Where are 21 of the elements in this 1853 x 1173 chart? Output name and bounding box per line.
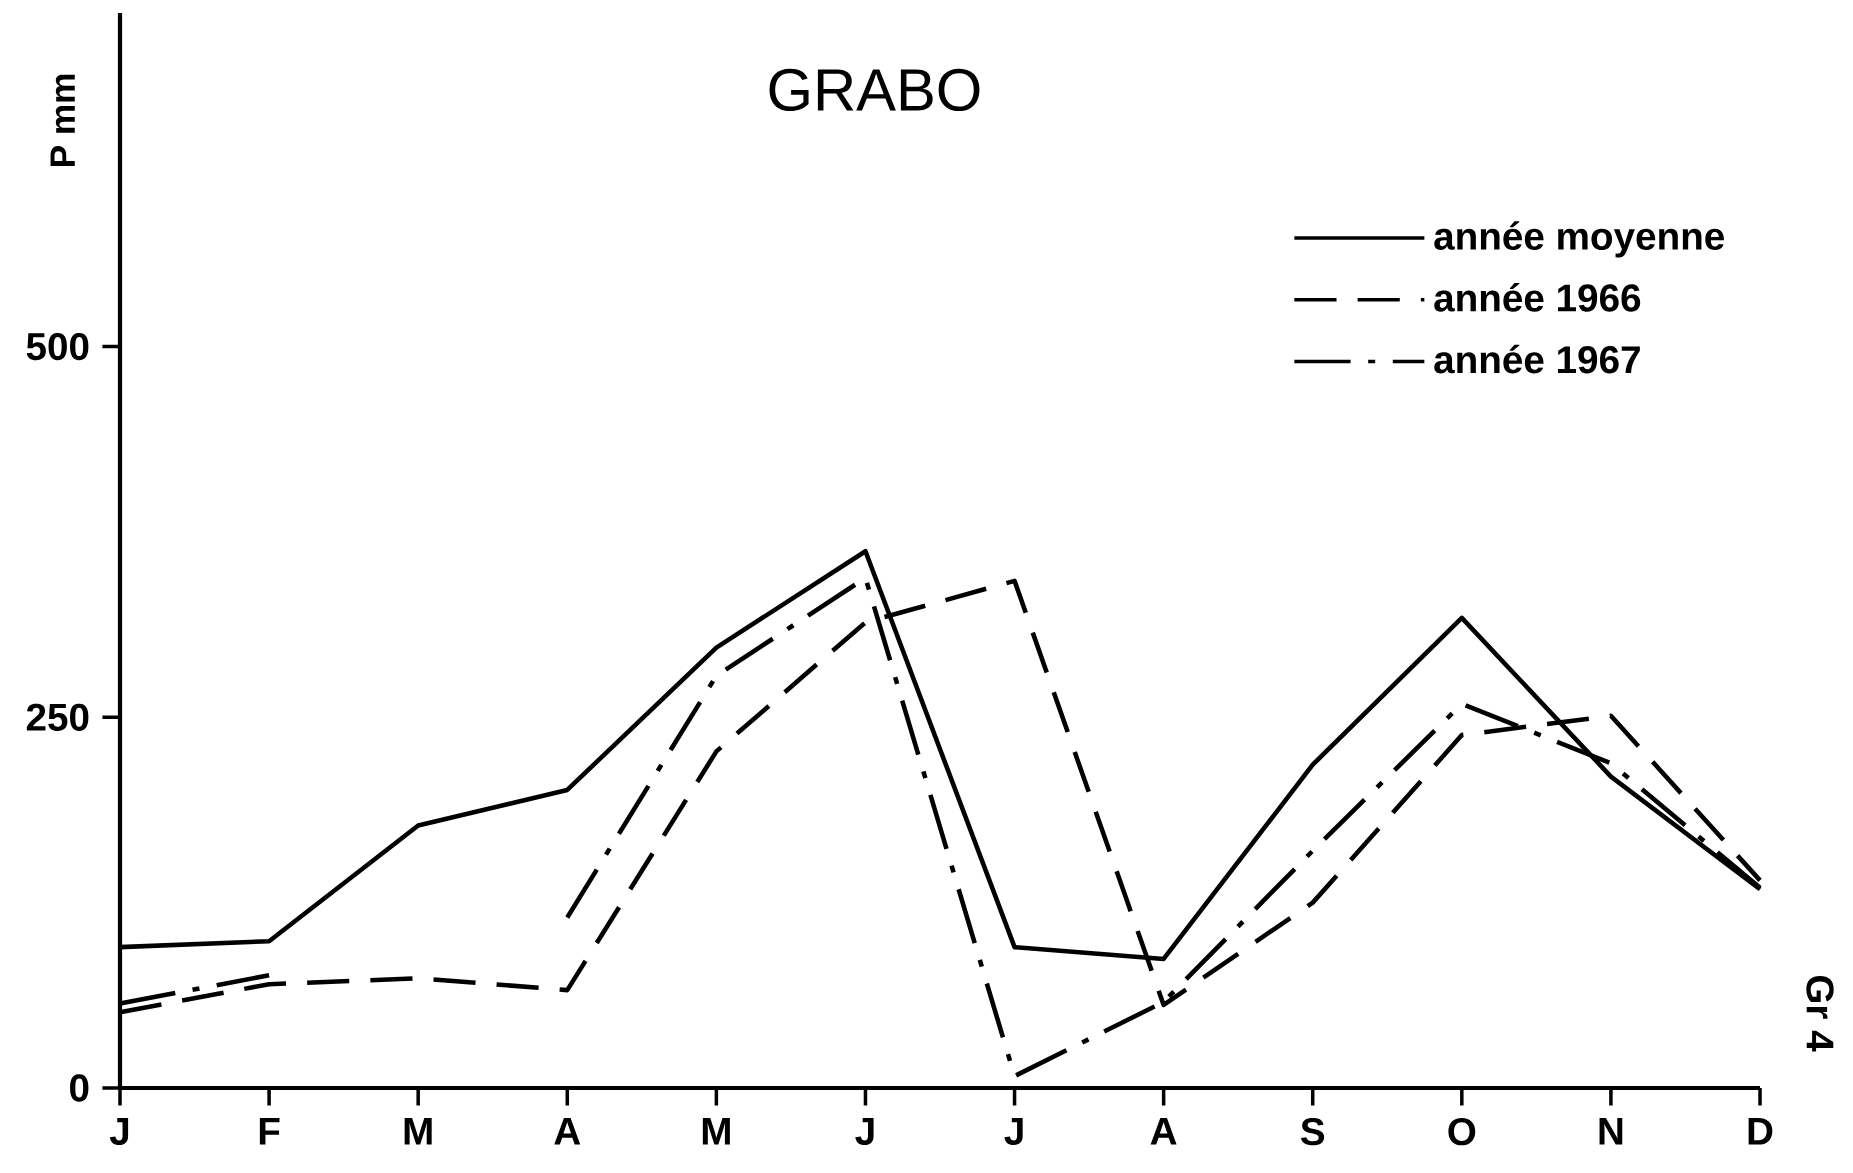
legend-label: année 1967 [1434, 344, 1640, 374]
x-tick-label: F [259, 1118, 280, 1145]
x-tick-label: A [554, 1118, 581, 1145]
y-tick-label: 250 [26, 703, 89, 731]
text: GRABO [769, 68, 980, 112]
x-tick-label: M [404, 1118, 432, 1145]
legend-label: année 1966 [1434, 282, 1641, 312]
text: Gr 4 [1806, 975, 1834, 1052]
legend-label: année moyenne [1434, 221, 1724, 258]
x-tick-label: N [1599, 1118, 1623, 1145]
x-tick-label: J [1004, 1118, 1023, 1145]
y-tick-label: 500 [26, 332, 89, 361]
x-tick-label: A [1150, 1118, 1177, 1145]
x-tick-label: O [1448, 1118, 1476, 1146]
x-tick-label: S [1300, 1118, 1325, 1146]
y-axis-title: P mm [50, 74, 75, 166]
x-tick-label: D [1748, 1118, 1773, 1145]
x-tick-label: J [855, 1118, 874, 1145]
y-tick-label: 0 [70, 1074, 89, 1102]
x-tick-label: M [702, 1118, 730, 1145]
x-tick-label: J [109, 1118, 129, 1145]
